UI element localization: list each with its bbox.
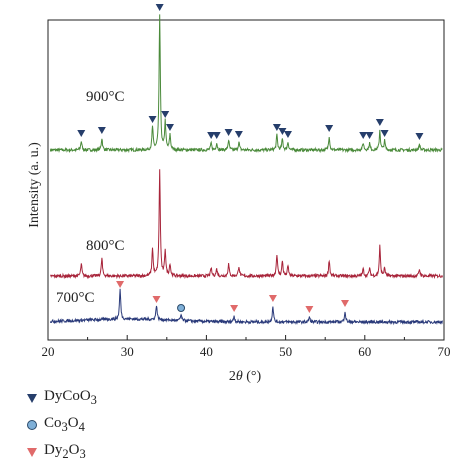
marker-DyCoO3-15 [365,132,374,139]
marker-DyCoO3-10 [272,124,281,131]
legend-item-co3o4: Co3O4 [26,415,97,435]
legend-item-dy2o3: Dy2O3 [26,442,97,462]
legend-marker-dy2o3-icon [27,448,37,457]
series-line-0 [49,14,443,154]
series-line-1 [50,169,443,280]
plot-frame [47,19,445,341]
marker-DyCoO3-14 [359,132,368,139]
x-axis-label: 2θ (°) [229,369,262,384]
marker-DyCoO3-2 [148,116,157,123]
x-axis-label-unit: (°) [243,369,262,384]
marker-DyCoO3-5 [165,124,174,131]
marker-DyCoO3-3 [155,4,164,11]
marker-DyCoO3-6 [207,132,216,139]
marker-DyCoO3-17 [380,130,389,137]
legend-item-dycoo3: DyCoO3 [26,388,97,408]
x-tick-label-0: 20 [42,344,55,359]
plot-area [47,4,445,341]
marker-Co3O4-0 [177,304,186,312]
series-label-700: 700°C [56,290,95,306]
marker-Dy2O3-2 [230,305,239,312]
series-label-800: 800°C [86,238,125,254]
series-label-900: 900°C [86,89,125,105]
legend-label-co3o4: Co3O4 [44,415,85,434]
marker-Dy2O3-1 [152,296,161,303]
marker-DyCoO3-12 [283,131,292,138]
marker-DyCoO3-1 [97,127,106,134]
marker-DyCoO3-4 [161,111,170,118]
legend-marker-co3o4-icon [27,420,37,430]
legend-label-dycoo3: DyCoO3 [44,388,97,407]
marker-Dy2O3-3 [268,295,277,302]
x-tick-label-3: 50 [279,344,292,359]
legend: DyCoO3 Co3O4 Dy2O3 [26,388,97,469]
x-tick-label-5: 70 [438,344,451,359]
series-line-2 [49,288,443,326]
x-tick-label-1: 30 [121,344,134,359]
marker-Dy2O3-4 [305,306,314,313]
marker-Dy2O3-0 [116,281,125,288]
y-axis-label: Intensity (a. u.) [27,142,42,228]
marker-DyCoO3-11 [278,128,287,135]
x-axis-label-var: θ [236,369,243,384]
x-tick-label-2: 40 [200,344,213,359]
marker-DyCoO3-18 [415,133,424,140]
marker-DyCoO3-8 [224,129,233,136]
marker-DyCoO3-13 [325,125,334,132]
x-axis: 20 30 40 50 60 70 [42,335,451,359]
marker-Dy2O3-5 [341,300,349,307]
marker-DyCoO3-9 [234,131,243,138]
legend-marker-dycoo3-icon [27,394,37,403]
marker-DyCoO3-7 [212,132,221,139]
marker-DyCoO3-0 [77,130,86,137]
x-axis-label-prefix: 2 [229,369,236,384]
marker-DyCoO3-16 [375,119,384,126]
x-tick-label-4: 60 [358,344,371,359]
legend-label-dy2o3: Dy2O3 [44,442,86,461]
